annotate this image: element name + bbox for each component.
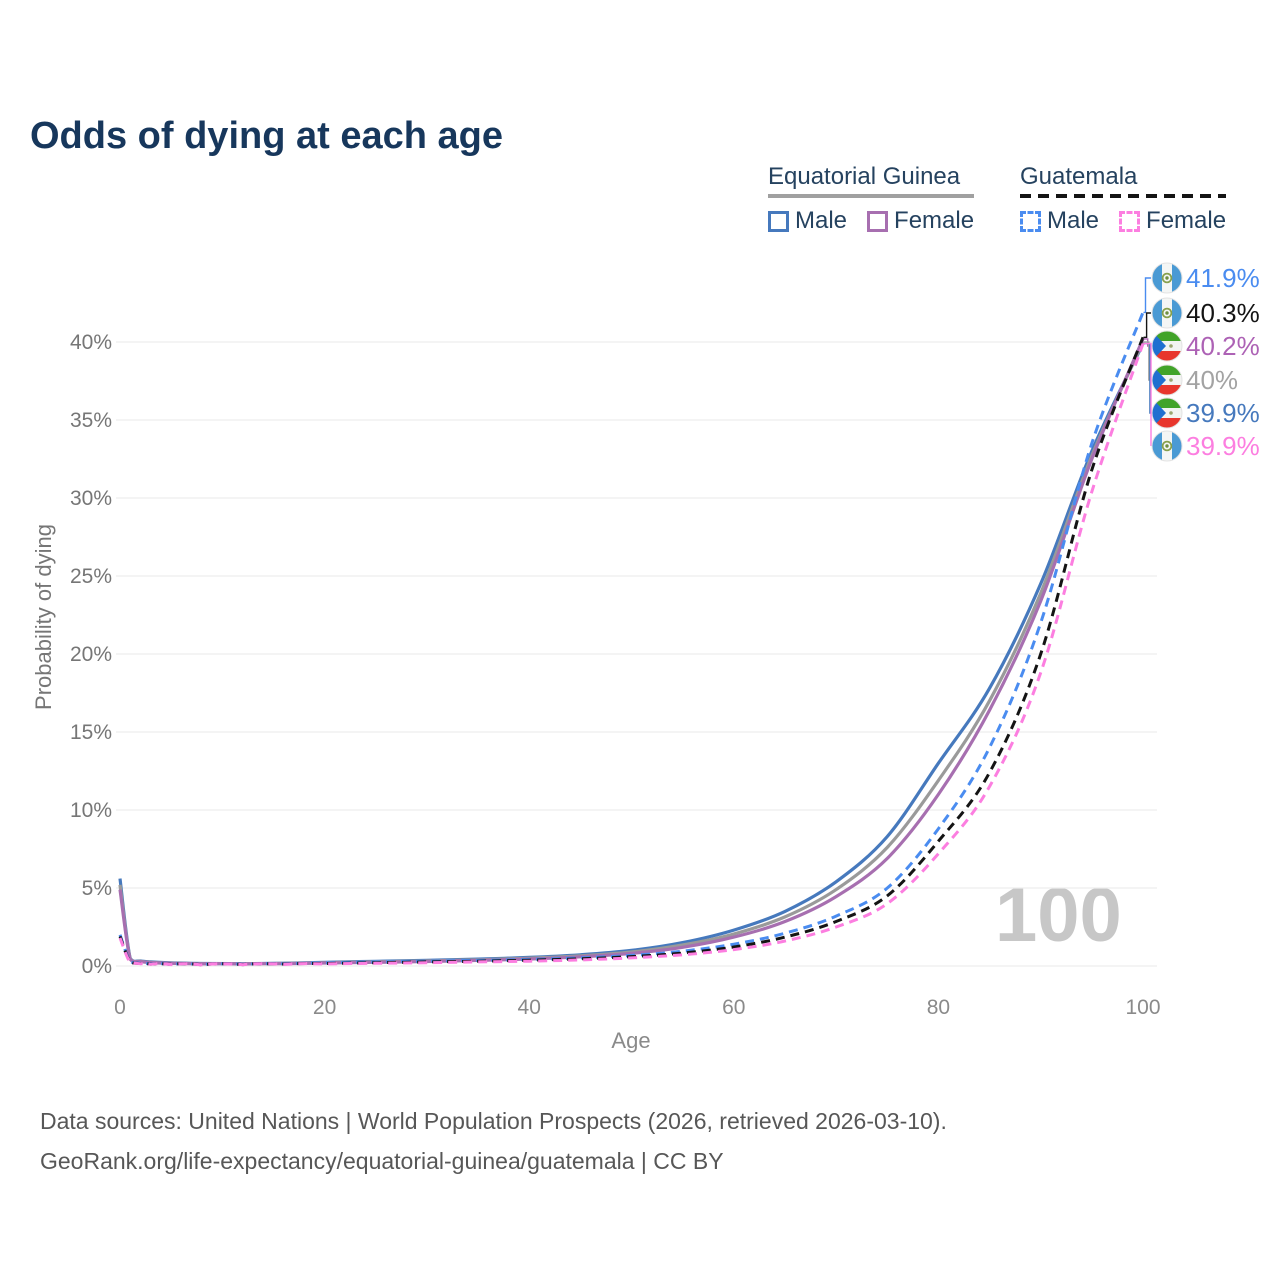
x-axis-title: Age xyxy=(611,1028,651,1053)
checkbox-icon-gt-male[interactable] xyxy=(1020,210,1041,232)
checkbox-icon-eg-male[interactable] xyxy=(768,210,789,232)
y-tick-label: 0% xyxy=(82,955,112,978)
y-tick-label: 30% xyxy=(70,487,112,510)
age-counter-watermark: 100 xyxy=(995,873,1122,958)
legend-group-equatorial-guinea: Equatorial Guinea Male Female xyxy=(768,163,975,235)
page-title: Odds of dying at each age xyxy=(30,115,503,158)
x-tick-label: 100 xyxy=(1125,996,1160,1019)
y-tick-label: 25% xyxy=(70,565,112,588)
legend-group-guatemala: Guatemala Male Female xyxy=(1020,163,1227,235)
y-tick-label: 10% xyxy=(70,799,112,822)
y-tick-label: 5% xyxy=(82,877,112,900)
series-line-guatemala-male[interactable] xyxy=(118,311,1145,967)
end-label-value: 39.9% xyxy=(1186,398,1260,428)
legend-items-guatemala: Male Female xyxy=(1020,207,1226,235)
series-line-equatorial-guinea-female[interactable] xyxy=(118,338,1145,966)
end-label-connector xyxy=(1143,342,1151,414)
legend-item-eg-male[interactable]: Male xyxy=(768,207,847,235)
end-label-connector xyxy=(1143,312,1151,338)
flag-icon-equatorial-guinea xyxy=(1151,397,1183,429)
x-tick-label: 40 xyxy=(518,996,541,1019)
y-tick-label: 35% xyxy=(70,409,112,432)
legend-heading-guatemala: Guatemala xyxy=(1020,163,1138,190)
end-label-value: 40.2% xyxy=(1186,331,1260,361)
legend-item-gt-male[interactable]: Male xyxy=(1020,207,1099,235)
legend-heading-equatorial-guinea: Equatorial Guinea xyxy=(768,163,961,190)
end-label-value: 40.3% xyxy=(1186,298,1260,328)
flag-icon-guatemala xyxy=(1151,262,1183,294)
legend-item-eg-female[interactable]: Female xyxy=(867,207,974,235)
flag-icon-guatemala xyxy=(1151,430,1183,462)
y-tick-label: 20% xyxy=(70,643,112,666)
end-label-connector xyxy=(1143,277,1151,314)
legend-items-equatorial-guinea: Male Female xyxy=(768,207,974,235)
end-label-value: 41.9% xyxy=(1186,263,1260,293)
footer-data-sources: Data sources: United Nations | World Pop… xyxy=(40,1108,947,1134)
x-tick-label: 20 xyxy=(313,996,336,1019)
footer-attribution: GeoRank.org/life-expectancy/equatorial-g… xyxy=(40,1148,724,1174)
y-tick-label: 40% xyxy=(70,331,112,354)
y-tick-label: 15% xyxy=(70,721,112,744)
legend-underline-solid xyxy=(768,194,975,198)
x-tick-label: 60 xyxy=(722,996,745,1019)
checkbox-icon-eg-female[interactable] xyxy=(867,210,889,232)
legend-item-gt-female[interactable]: Female xyxy=(1119,207,1226,235)
end-label-value: 39.9% xyxy=(1186,431,1260,461)
legend-item-label: Male xyxy=(795,207,848,234)
legend-item-label: Female xyxy=(894,207,975,234)
legend-item-label: Male xyxy=(1047,207,1100,234)
end-label-value: 40% xyxy=(1186,365,1238,395)
end-label-connector xyxy=(1143,342,1152,446)
flag-icon-guatemala xyxy=(1151,297,1183,329)
series-line-guatemala-both[interactable] xyxy=(118,336,1145,967)
x-tick-label: 80 xyxy=(927,996,950,1019)
flag-icon-equatorial-guinea xyxy=(1151,364,1183,396)
series-line-equatorial-guinea-both[interactable] xyxy=(118,341,1145,966)
x-tick-label: 0 xyxy=(114,996,126,1019)
flag-icon-equatorial-guinea xyxy=(1151,330,1183,362)
legend-underline-dashed xyxy=(1020,194,1227,198)
checkbox-icon-gt-female[interactable] xyxy=(1119,210,1141,232)
legend-item-label: Female xyxy=(1146,207,1227,234)
